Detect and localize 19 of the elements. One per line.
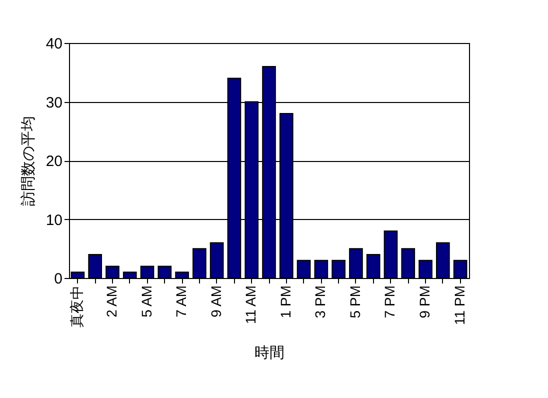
x-tick-label: 真夜中 — [68, 286, 85, 328]
x-axis-title: 時間 — [254, 344, 284, 362]
x-tick-label: 9 AM — [208, 286, 224, 318]
x-tick-label: 7 AM — [173, 286, 190, 318]
y-tick-label: 40 — [46, 36, 62, 52]
y-tick-label: 0 — [54, 270, 62, 288]
x-tick-label: 9 PM — [416, 286, 433, 318]
y-tick-label: 30 — [46, 94, 62, 112]
x-tick-label: 5 PM — [346, 286, 363, 318]
x-tick-label: 1 PM — [277, 286, 294, 318]
x-tick-label: 5 AM — [138, 286, 154, 318]
y-tick-label: 10 — [46, 212, 62, 229]
x-tick-label: 3 PM — [312, 286, 328, 318]
x-tick-label: 11 PM — [451, 286, 468, 325]
y-tick-label: 20 — [46, 153, 62, 170]
y-axis-title: 訪問数の平均 — [20, 116, 37, 206]
x-tick-label: 7 PM — [382, 286, 398, 318]
x-tick-label: 2 AM — [103, 286, 120, 318]
x-tick-label: 11 AM — [242, 286, 259, 324]
